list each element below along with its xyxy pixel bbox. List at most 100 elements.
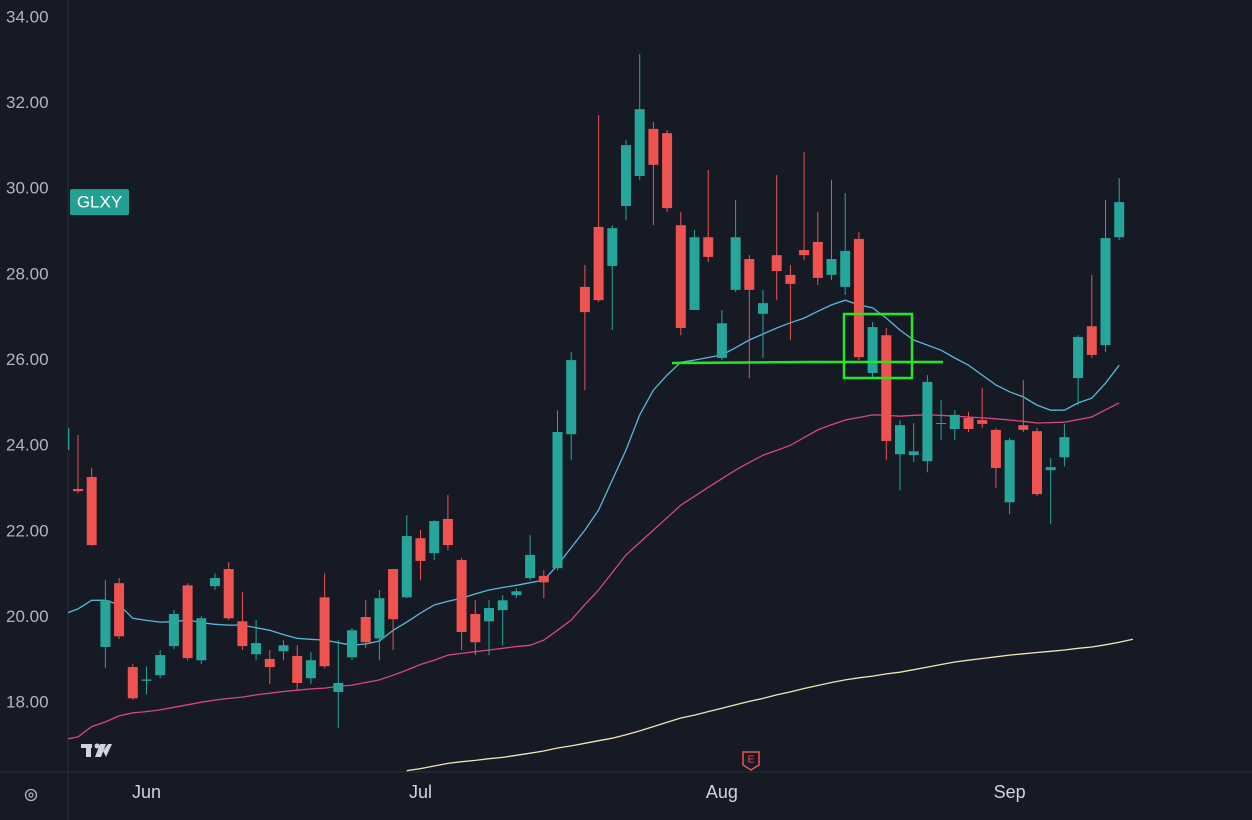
symbol-badge xyxy=(70,189,129,216)
candle-body xyxy=(68,428,70,451)
candle-body xyxy=(456,560,467,632)
candle-body xyxy=(579,286,590,313)
candle-body xyxy=(1045,467,1056,471)
candle-body xyxy=(155,655,166,676)
candle-body xyxy=(758,303,768,314)
candle-body xyxy=(634,109,645,176)
annotation xyxy=(671,312,943,380)
candle-body xyxy=(168,614,179,647)
candle-body xyxy=(552,432,563,569)
candle-body xyxy=(1018,425,1029,430)
x-tick-label: Jun xyxy=(132,782,161,802)
candle-body xyxy=(223,569,234,619)
candle-body xyxy=(511,591,522,596)
candle-body xyxy=(278,645,289,652)
candle-body xyxy=(689,237,700,310)
candle-body xyxy=(196,618,207,661)
candle-body xyxy=(1100,238,1111,346)
candle-body xyxy=(853,238,864,358)
settings-center[interactable] xyxy=(28,792,34,798)
candle-body xyxy=(1004,440,1015,503)
candle-body xyxy=(936,423,947,425)
y-tick-label: 26.00 xyxy=(6,350,49,369)
candle-body xyxy=(867,327,878,373)
candle-body xyxy=(360,617,371,643)
candle-body xyxy=(744,259,755,290)
candle-body xyxy=(771,255,782,272)
candle-body xyxy=(292,655,303,683)
candle-body xyxy=(86,476,97,546)
symbol-label: GLXY xyxy=(77,193,122,212)
candle-body xyxy=(922,381,933,462)
candle-body xyxy=(470,614,481,643)
candle-body xyxy=(703,237,714,257)
candle-body xyxy=(415,538,426,561)
logo-part xyxy=(86,744,91,757)
candle-body xyxy=(347,630,357,658)
candle-body xyxy=(1059,437,1070,458)
support-line xyxy=(671,360,943,365)
candle-body xyxy=(662,133,673,209)
y-tick-label: 18.00 xyxy=(6,693,49,712)
candle-body xyxy=(990,429,1001,468)
event-marker-shape xyxy=(742,751,760,771)
candle-body xyxy=(895,425,905,455)
event-marker-label: E xyxy=(748,755,755,766)
candle-body xyxy=(319,597,330,667)
candle-body xyxy=(429,521,440,554)
x-tick-label: Aug xyxy=(706,782,738,802)
candle-body xyxy=(251,643,262,655)
candle-body xyxy=(1114,202,1125,238)
y-tick-label: 22.00 xyxy=(6,521,49,540)
moving-average-line xyxy=(406,638,1134,772)
candle-body xyxy=(840,250,851,287)
y-tick-label: 28.00 xyxy=(6,264,49,283)
candle-body xyxy=(182,585,193,659)
candle-body xyxy=(237,621,248,647)
y-tick-label: 34.00 xyxy=(6,7,49,26)
candle-body xyxy=(210,578,220,587)
candle-body xyxy=(141,679,152,681)
settings-gear[interactable] xyxy=(24,788,38,802)
candle-body xyxy=(1086,326,1097,355)
moving-average-line xyxy=(68,402,1120,740)
plot-area xyxy=(68,53,1134,772)
candle-body xyxy=(497,600,508,611)
candle-body xyxy=(716,323,727,358)
candle-body xyxy=(675,225,686,328)
candle-body xyxy=(908,451,919,456)
candle-body xyxy=(127,667,138,699)
candle-body xyxy=(401,536,412,598)
event-marker: E xyxy=(742,751,760,771)
candle-body xyxy=(484,608,494,622)
candle-body xyxy=(73,488,83,492)
candle-body xyxy=(730,237,741,290)
candle-body xyxy=(799,250,810,256)
logo-part xyxy=(103,744,112,757)
candle-body xyxy=(881,335,892,442)
tradingview-logo xyxy=(81,743,112,757)
x-tick-label: Jul xyxy=(409,782,432,802)
candle-body xyxy=(812,241,823,278)
candle-body xyxy=(977,420,988,424)
settings-icon[interactable] xyxy=(24,788,38,802)
y-tick-label: 24.00 xyxy=(6,436,49,455)
candle-body xyxy=(621,145,631,206)
candle-body xyxy=(305,660,316,679)
y-tick-label: 30.00 xyxy=(6,179,49,198)
candle-body xyxy=(949,414,960,430)
x-tick-label: Sep xyxy=(994,782,1026,802)
candle-body xyxy=(538,575,549,583)
candle-body xyxy=(525,554,536,579)
candle-body xyxy=(963,417,974,430)
candle-body xyxy=(333,682,344,692)
candle-body xyxy=(374,598,385,639)
logo-part xyxy=(95,744,106,757)
candle-body xyxy=(648,128,659,165)
candle-body xyxy=(785,274,796,284)
candle-body xyxy=(607,228,618,266)
candle-body xyxy=(442,518,453,546)
